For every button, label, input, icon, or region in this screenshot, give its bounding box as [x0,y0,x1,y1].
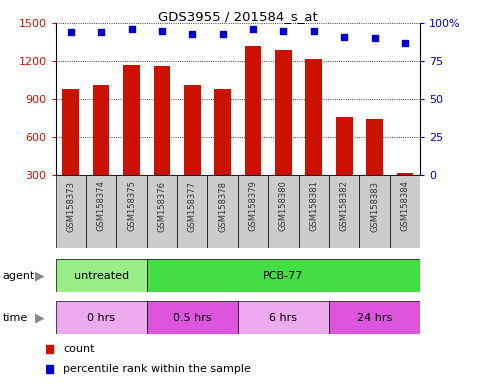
Text: GSM158382: GSM158382 [340,180,349,232]
Text: GSM158379: GSM158379 [249,180,257,232]
Text: untreated: untreated [73,270,128,281]
Text: 6 hrs: 6 hrs [270,313,298,323]
Point [213,287,221,293]
Bar [177,175,208,248]
Bar [329,175,359,248]
Bar [329,301,420,334]
Text: PCB-77: PCB-77 [263,270,304,281]
Bar [275,50,292,175]
Bar [56,301,147,334]
Text: GSM158375: GSM158375 [127,180,136,232]
Bar [268,175,298,248]
Point [219,31,227,37]
Bar [154,66,170,175]
Bar [359,175,390,248]
Text: GSM158378: GSM158378 [218,180,227,232]
Point [341,34,348,40]
Text: percentile rank within the sample: percentile rank within the sample [63,364,251,374]
Bar [208,175,238,248]
Text: ▶: ▶ [35,269,45,282]
Bar [214,89,231,175]
Bar [397,174,413,175]
Point [67,29,74,35]
Text: GSM158374: GSM158374 [97,180,106,232]
Bar [56,259,147,292]
Text: GSM158381: GSM158381 [309,180,318,232]
Bar [123,65,140,175]
Text: GSM158383: GSM158383 [370,180,379,232]
Text: ▶: ▶ [35,311,45,324]
Text: agent: agent [2,270,35,281]
Point [310,28,318,34]
Bar [366,119,383,175]
Point [213,111,221,117]
Text: GSM158373: GSM158373 [66,180,75,232]
Point [280,28,287,34]
Text: 0 hrs: 0 hrs [87,313,115,323]
Bar [62,89,79,175]
Point [158,28,166,34]
Point [249,26,257,32]
Point [97,29,105,35]
Bar [147,259,420,292]
Bar [390,175,420,248]
Point [188,31,196,37]
Text: 0.5 hrs: 0.5 hrs [173,313,212,323]
Point [128,26,135,32]
Text: GSM158377: GSM158377 [188,180,197,232]
Bar [56,175,86,248]
Text: GSM158384: GSM158384 [400,180,410,232]
Text: GDS3955 / 201584_s_at: GDS3955 / 201584_s_at [158,10,318,23]
Text: 24 hrs: 24 hrs [357,313,392,323]
Bar [305,59,322,175]
Point [401,40,409,46]
Bar [238,301,329,334]
Bar [184,85,200,175]
Bar [116,175,147,248]
Bar [245,46,261,175]
Bar [86,175,116,248]
Bar [147,175,177,248]
Bar [238,175,268,248]
Point [371,35,379,41]
Text: GSM158380: GSM158380 [279,180,288,232]
Text: GSM158376: GSM158376 [157,180,167,232]
Text: time: time [2,313,28,323]
Text: count: count [63,344,95,354]
Bar [336,117,353,175]
Bar [147,301,238,334]
Bar [93,85,110,175]
Bar [298,175,329,248]
